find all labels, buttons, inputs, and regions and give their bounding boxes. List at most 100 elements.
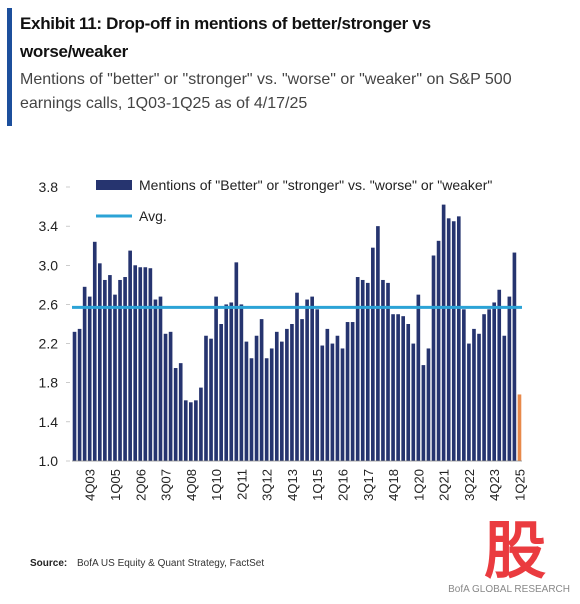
x-tick-label: 4Q18 [386,469,401,501]
bar [371,247,375,461]
x-tick-label: 1Q15 [310,469,325,501]
bar [128,250,132,461]
bar [189,402,193,461]
bar [355,277,360,461]
legend-label: Mentions of "Better" or "stronger" vs. "… [139,177,492,193]
chart-title: Exhibit 11: Drop-off in mentions of bett… [20,14,431,61]
bar [325,328,330,461]
bar [340,348,345,461]
bar [482,314,486,461]
bar [224,304,229,461]
bar [168,331,173,461]
source: BofA US Equity & Quant Strategy, FactSet [77,558,264,569]
bar [431,255,436,461]
bar [300,319,304,461]
x-tick-label: 1Q05 [108,469,123,501]
bar [219,324,223,461]
x-tick-label: 2Q06 [133,469,148,501]
bar [239,304,244,461]
bar [108,275,112,461]
y-tick-label: 1.4 [39,414,59,430]
bar [406,324,411,461]
y-tick-label: 1.0 [39,453,59,469]
bar [285,328,289,461]
bar [497,289,502,461]
x-tick-label: 4Q08 [184,469,199,501]
y-tick-label: 3.8 [39,179,59,195]
bar [143,267,148,461]
watermark: 股 [484,517,546,586]
bar [411,343,416,461]
bar [426,348,431,461]
bar [416,294,421,461]
bar [295,292,299,461]
y-tick-label: 2.6 [39,296,59,312]
bar [421,365,426,461]
x-tick-label: 4Q23 [487,469,502,501]
x-tick-label: 2Q11 [234,469,249,500]
bar [234,262,239,461]
bar [229,302,234,461]
bar [462,309,466,461]
bar [436,240,441,461]
bar [517,394,522,461]
bar [360,279,365,461]
x-tick-label: 1Q20 [411,469,426,501]
bar [97,263,102,461]
x-tick-label: 3Q22 [462,469,477,501]
bar [280,341,284,461]
bar [103,279,107,461]
bar [396,314,400,461]
y-tick-label: 1.8 [39,375,59,391]
bar [118,279,122,461]
bar [113,294,117,461]
x-tick-label: 4Q13 [285,469,300,501]
bar [477,333,481,461]
bar [456,216,461,461]
legend-label: Avg. [139,208,167,224]
bar [163,333,168,461]
bar [82,286,87,461]
bar [381,279,385,461]
bar [209,338,213,461]
bar [335,335,340,461]
bar [264,358,269,461]
chart-subtitle: Mentions of "better" or "stronger" vs. "… [20,71,512,112]
bar [467,343,471,461]
bar [72,331,77,461]
y-tick-label: 2.2 [39,336,59,352]
y-tick-label: 3.4 [39,218,59,234]
x-tick-label: 1Q10 [209,469,224,501]
bar [376,226,380,461]
x-tick-label: 2Q21 [437,469,452,501]
bar [92,241,97,461]
bar [502,335,507,461]
bar [487,309,491,461]
bar [244,341,249,461]
bar [290,324,294,461]
bar [512,252,517,461]
bar [274,331,279,461]
bar [259,319,264,461]
x-tick-label: 3Q07 [159,469,174,501]
bar [305,299,309,461]
bar [148,268,153,461]
x-tick-label: 3Q17 [361,469,376,501]
bar [199,387,203,461]
x-tick-label: 2Q16 [336,469,351,501]
bar [77,328,82,461]
bar [138,267,143,461]
bar [183,400,188,461]
bar [194,400,198,461]
bar [446,218,451,461]
bar [254,335,259,461]
bar [350,322,355,461]
bar [133,265,138,461]
bar [507,296,512,461]
bar [330,343,335,461]
bar [204,335,208,461]
bar [451,221,456,461]
bar [345,322,350,461]
